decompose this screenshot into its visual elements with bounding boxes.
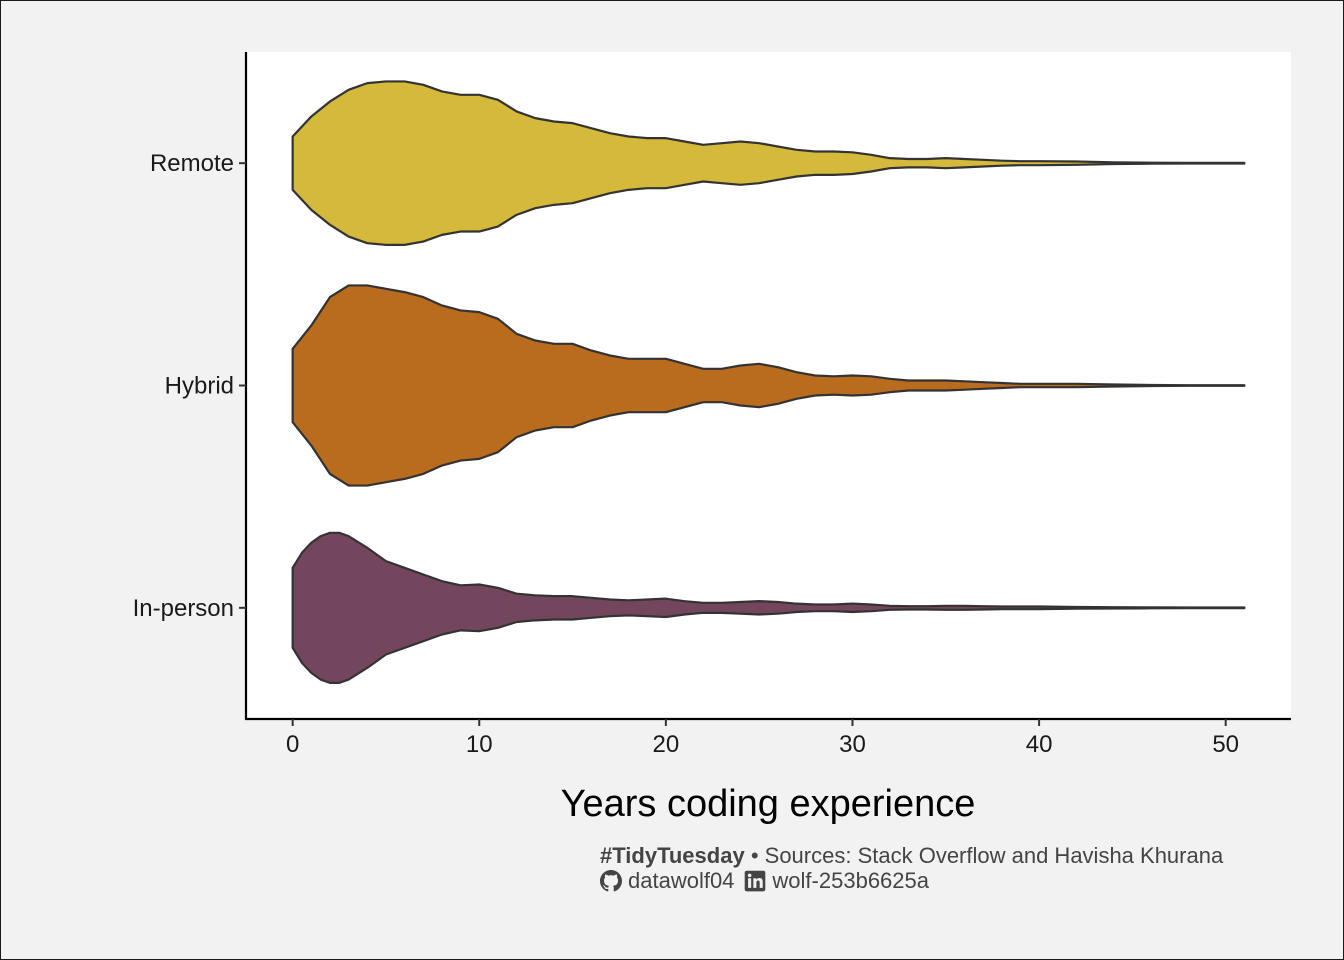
github-icon	[600, 869, 622, 892]
violin-hybrid	[291, 284, 1246, 487]
github-handle: datawolf04	[628, 868, 735, 893]
x-tick-label-20: 20	[653, 731, 680, 758]
y-tick-label-remote: Remote	[150, 150, 234, 177]
x-axis: 0 10 20 30 40 50	[245, 717, 1291, 758]
y-axis: Remote Hybrid In-person	[133, 52, 248, 719]
caption-bullet: •	[750, 843, 759, 868]
caption-sources: Sources: Stack Overflow and Havisha Khur…	[764, 843, 1224, 868]
violin-remote	[291, 80, 1246, 246]
linkedin-handle: wolf-253b6625a	[772, 868, 929, 893]
x-tick-label-0: 0	[286, 731, 299, 758]
caption: #TidyTuesday • Sources: Stack Overflow a…	[600, 843, 1223, 893]
linkedin-icon	[744, 870, 766, 892]
x-tick-label-50: 50	[1212, 731, 1239, 758]
x-tick-label-30: 30	[839, 731, 866, 758]
violins	[291, 80, 1246, 684]
x-axis-title: Years coding experience	[561, 783, 976, 825]
x-tick-label-40: 40	[1026, 731, 1053, 758]
caption-line-1: #TidyTuesday • Sources: Stack Overflow a…	[600, 843, 1223, 868]
x-tick-label-10: 10	[466, 731, 493, 758]
violin-in-person	[291, 531, 1246, 684]
y-tick-label-hybrid: Hybrid	[165, 373, 234, 400]
y-tick-label-in-person: In-person	[133, 595, 234, 622]
caption-line-2: datawolf04 wolf-253b6625a	[600, 868, 1223, 893]
caption-tag: #TidyTuesday	[600, 843, 745, 868]
